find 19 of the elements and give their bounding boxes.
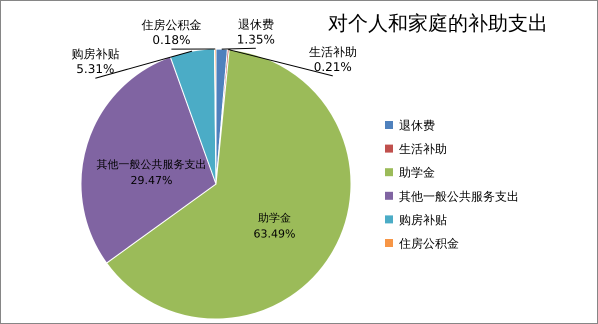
slice-label: 退休费 — [238, 17, 274, 32]
legend-label: 助学金 — [399, 166, 435, 180]
chart-title: 对个人和家庭的补助支出 — [328, 11, 548, 35]
legend-label: 住房公积金 — [398, 236, 459, 250]
legend-label: 生活补助 — [399, 142, 447, 156]
data-label: 63.49% — [254, 228, 296, 241]
slice-label: 其他一般公共服务支出 — [96, 158, 207, 172]
data-label: 0.18% — [152, 33, 190, 48]
slice-label: 助学金 — [258, 212, 292, 225]
slice-label: 住房公积金 — [140, 18, 202, 32]
legend-label: 购房补贴 — [399, 212, 447, 227]
data-label: 1.35% — [236, 32, 275, 46]
data-label: 0.21% — [314, 60, 352, 74]
data-label: 29.47% — [130, 174, 172, 188]
legend-label: 退休费 — [399, 118, 435, 132]
slice-label: 购房补贴 — [71, 47, 120, 62]
data-label: 5.31% — [76, 62, 114, 76]
slice-label: 生活补助 — [308, 44, 357, 59]
legend-label: 其他一般公共服务支出 — [399, 189, 519, 204]
